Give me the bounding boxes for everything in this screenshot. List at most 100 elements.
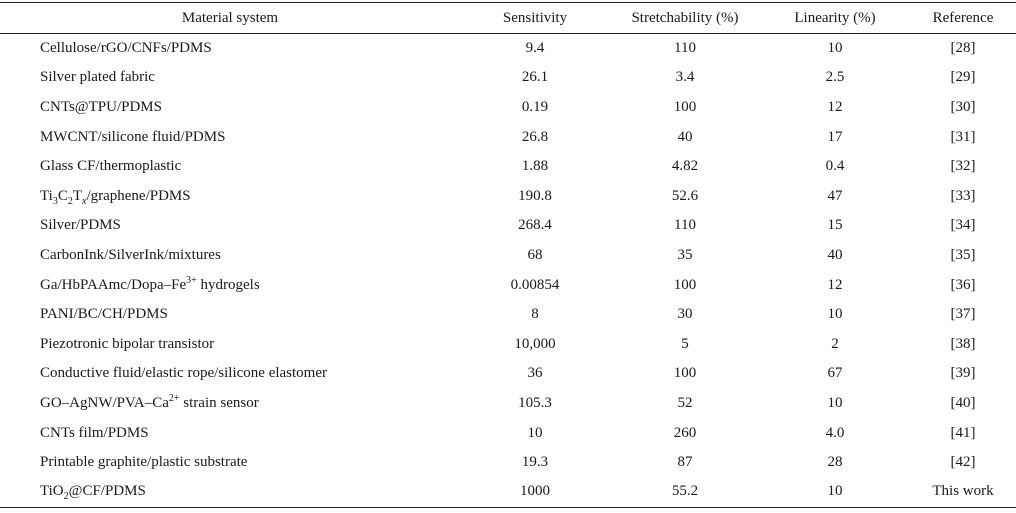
cell-stretchability: 30 [677, 306, 693, 323]
cell-material-system: Printable graphite/plastic substrate [40, 454, 248, 471]
cell-material-system: Cellulose/rGO/CNFs/PDMS [40, 40, 212, 57]
formula-text: C [57, 187, 68, 204]
formula-subscript: 2 [67, 195, 73, 207]
formula-superscript: 2+ [168, 392, 180, 404]
table-row: Ti3C2Tx/graphene/PDMS 190.8 52.6 47 [33] [0, 181, 1016, 211]
cell-reference: [34] [950, 217, 976, 234]
header-sensitivity: Sensitivity [460, 2, 610, 34]
formula-text: Ti [40, 187, 53, 204]
table-row: CNTs film/PDMS 10 260 4.0 [41] [0, 418, 1016, 448]
cell-material-system: PANI/BC/CH/PDMS [40, 306, 168, 323]
table-row: Silver plated fabric 26.1 3.4 2.5 [29] [0, 63, 1016, 93]
cell-reference: [36] [950, 276, 976, 293]
cell-linearity: 0.4 [825, 158, 845, 175]
cell-stretchability: 5 [681, 335, 689, 352]
table-row: TiO2@CF/PDMS 1000 55.2 10 This work [0, 477, 1016, 508]
table-row: Cellulose/rGO/CNFs/PDMS 9.4 110 10 [28] [0, 34, 1016, 64]
cell-material-system: Silver plated fabric [40, 69, 155, 86]
cell-linearity: 67 [827, 365, 843, 382]
cell-stretchability: 35 [677, 246, 693, 263]
cell-reference: [39] [950, 365, 976, 382]
formula-text: /graphene/PDMS [86, 187, 191, 204]
cell-reference: [32] [950, 158, 976, 175]
cell-sensitivity: 0.00854 [510, 276, 560, 293]
cell-linearity: 4.0 [825, 424, 845, 441]
cell-material-system: Ga/HbPAAmc/Dopa–Fe3+ hydrogels [0, 270, 460, 300]
formula-subscript: 2 [63, 491, 69, 503]
cell-stretchability: 40 [677, 128, 693, 145]
table-row: Glass CF/thermoplastic 1.88 4.82 0.4 [32] [0, 152, 1016, 182]
cell-sensitivity: 10,000 [514, 335, 556, 352]
cell-linearity: 10 [760, 477, 910, 508]
header-row: Material system Sensitivity Stretchabili… [0, 2, 1016, 34]
cell-material-system: CNTs@TPU/PDMS [40, 98, 162, 115]
table-row: Silver/PDMS 268.4 110 15 [34] [0, 211, 1016, 241]
cell-stretchability: 100 [673, 365, 697, 382]
table-row: CNTs@TPU/PDMS 0.19 100 12 [30] [0, 93, 1016, 123]
cell-material-system: CarbonInk/SilverInk/mixtures [40, 246, 221, 263]
cell-linearity: 10 [827, 40, 843, 57]
cell-sensitivity: 10 [527, 424, 543, 441]
formula-superscript: 3+ [186, 274, 197, 286]
table-row: PANI/BC/CH/PDMS 8 30 10 [37] [0, 300, 1016, 330]
formula-text: GO–AgNW/PVA–Ca [40, 394, 169, 411]
cell-reference: [29] [950, 69, 976, 86]
cell-reference: [30] [950, 98, 976, 115]
cell-sensitivity: 26.8 [521, 128, 549, 145]
formula-text: T [72, 187, 82, 204]
table-row: CarbonInk/SilverInk/mixtures 68 35 40 [35] [0, 241, 1016, 271]
cell-material-system: Silver/PDMS [40, 217, 121, 234]
cell-reference: [33] [950, 187, 976, 204]
table-row: Ga/HbPAAmc/Dopa–Fe3+ hydrogels 0.00854 100… [0, 270, 1016, 300]
cell-linearity: 15 [827, 217, 843, 234]
cell-material-system: Piezotronic bipolar transistor [40, 335, 215, 352]
cell-reference: [38] [950, 335, 976, 352]
formula-subscript: x [82, 195, 87, 207]
cell-sensitivity: 8 [531, 306, 539, 323]
cell-material-system: Conductive fluid/elastic rope/silicone e… [40, 365, 327, 382]
cell-reference: [28] [950, 40, 976, 57]
cell-sensitivity: 68 [527, 246, 543, 263]
cell-stretchability: 87 [677, 454, 693, 471]
cell-stretchability: 3.4 [675, 69, 695, 86]
cell-sensitivity: 36 [527, 365, 543, 382]
header-reference: Reference [910, 2, 1016, 34]
cell-stretchability: 110 [674, 40, 696, 57]
table-row: Printable graphite/plastic substrate 19.3… [0, 448, 1016, 478]
cell-stretchability: 52 [677, 394, 693, 411]
formula-subscript: 3 [52, 195, 58, 207]
cell-reference: [37] [950, 306, 976, 323]
cell-sensitivity: 9.4 [525, 40, 545, 57]
table-row: Piezotronic bipolar transistor 10,000 5 2 [3… [0, 329, 1016, 359]
cell-sensitivity: 268.4 [518, 217, 552, 234]
cell-reference: [31] [950, 128, 976, 145]
cell-sensitivity: 1.88 [521, 158, 549, 175]
cell-reference: This work [910, 477, 1016, 508]
cell-stretchability: 52.6 [671, 187, 699, 204]
cell-material-system: GO–AgNW/PVA–Ca2+ strain sensor [0, 389, 460, 419]
header-stretchability: Stretchability (%) [610, 2, 760, 34]
cell-linearity: 2.5 [825, 69, 845, 86]
formula-text: TiO [40, 483, 64, 500]
cell-linearity: 47 [827, 187, 843, 204]
cell-linearity: 28 [827, 454, 843, 471]
cell-sensitivity: 190.8 [518, 187, 552, 204]
table-row: Conductive fluid/elastic rope/silicone e… [0, 359, 1016, 389]
table-body: Cellulose/rGO/CNFs/PDMS 9.4 110 10 [28] Silve… [0, 34, 1016, 508]
cell-material-system: CNTs film/PDMS [40, 424, 149, 441]
cell-stretchability: 100 [673, 276, 697, 293]
cell-linearity: 10 [827, 394, 843, 411]
cell-sensitivity: 105.3 [518, 394, 552, 411]
formula-text: @CF/PDMS [68, 483, 146, 500]
cell-linearity: 12 [827, 98, 843, 115]
cell-linearity: 40 [827, 246, 843, 263]
cell-sensitivity: 26.1 [521, 69, 549, 86]
formula-text: hydrogels [196, 276, 260, 293]
header-material-system: Material system [0, 2, 460, 34]
cell-linearity: 2 [831, 335, 839, 352]
cell-material-system: TiO2@CF/PDMS [0, 477, 460, 508]
cell-stretchability: 4.82 [671, 158, 699, 175]
cell-sensitivity: 0.19 [521, 98, 549, 115]
